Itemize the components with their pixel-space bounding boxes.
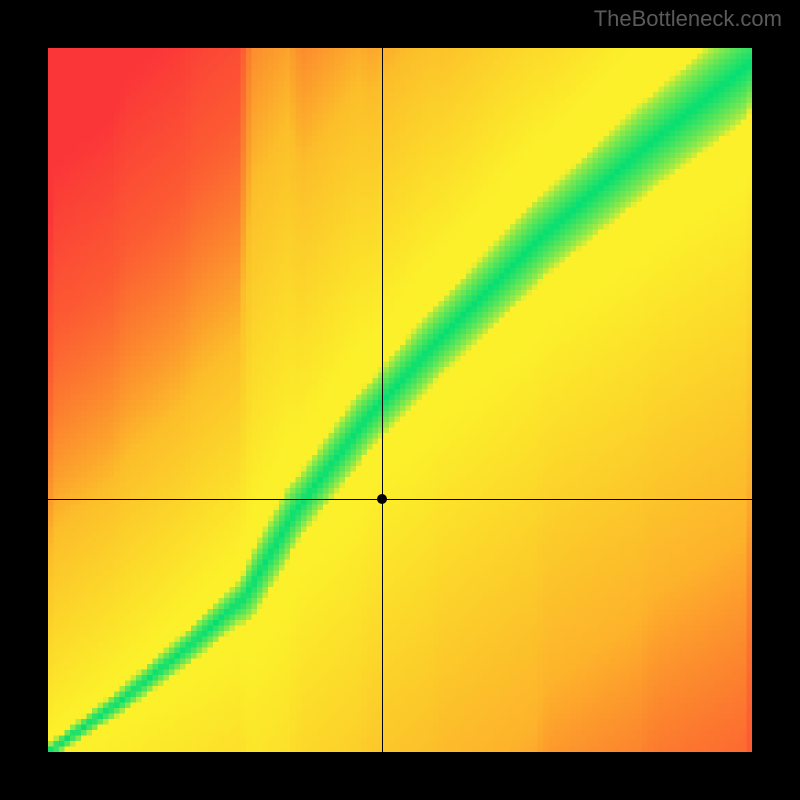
- watermark-text: TheBottleneck.com: [594, 6, 782, 32]
- crosshair-horizontal: [48, 499, 752, 500]
- crosshair-vertical: [382, 48, 383, 752]
- data-point-marker: [377, 494, 387, 504]
- heatmap-canvas: [48, 48, 752, 752]
- heatmap-plot: [48, 48, 752, 752]
- chart-container: TheBottleneck.com: [0, 0, 800, 800]
